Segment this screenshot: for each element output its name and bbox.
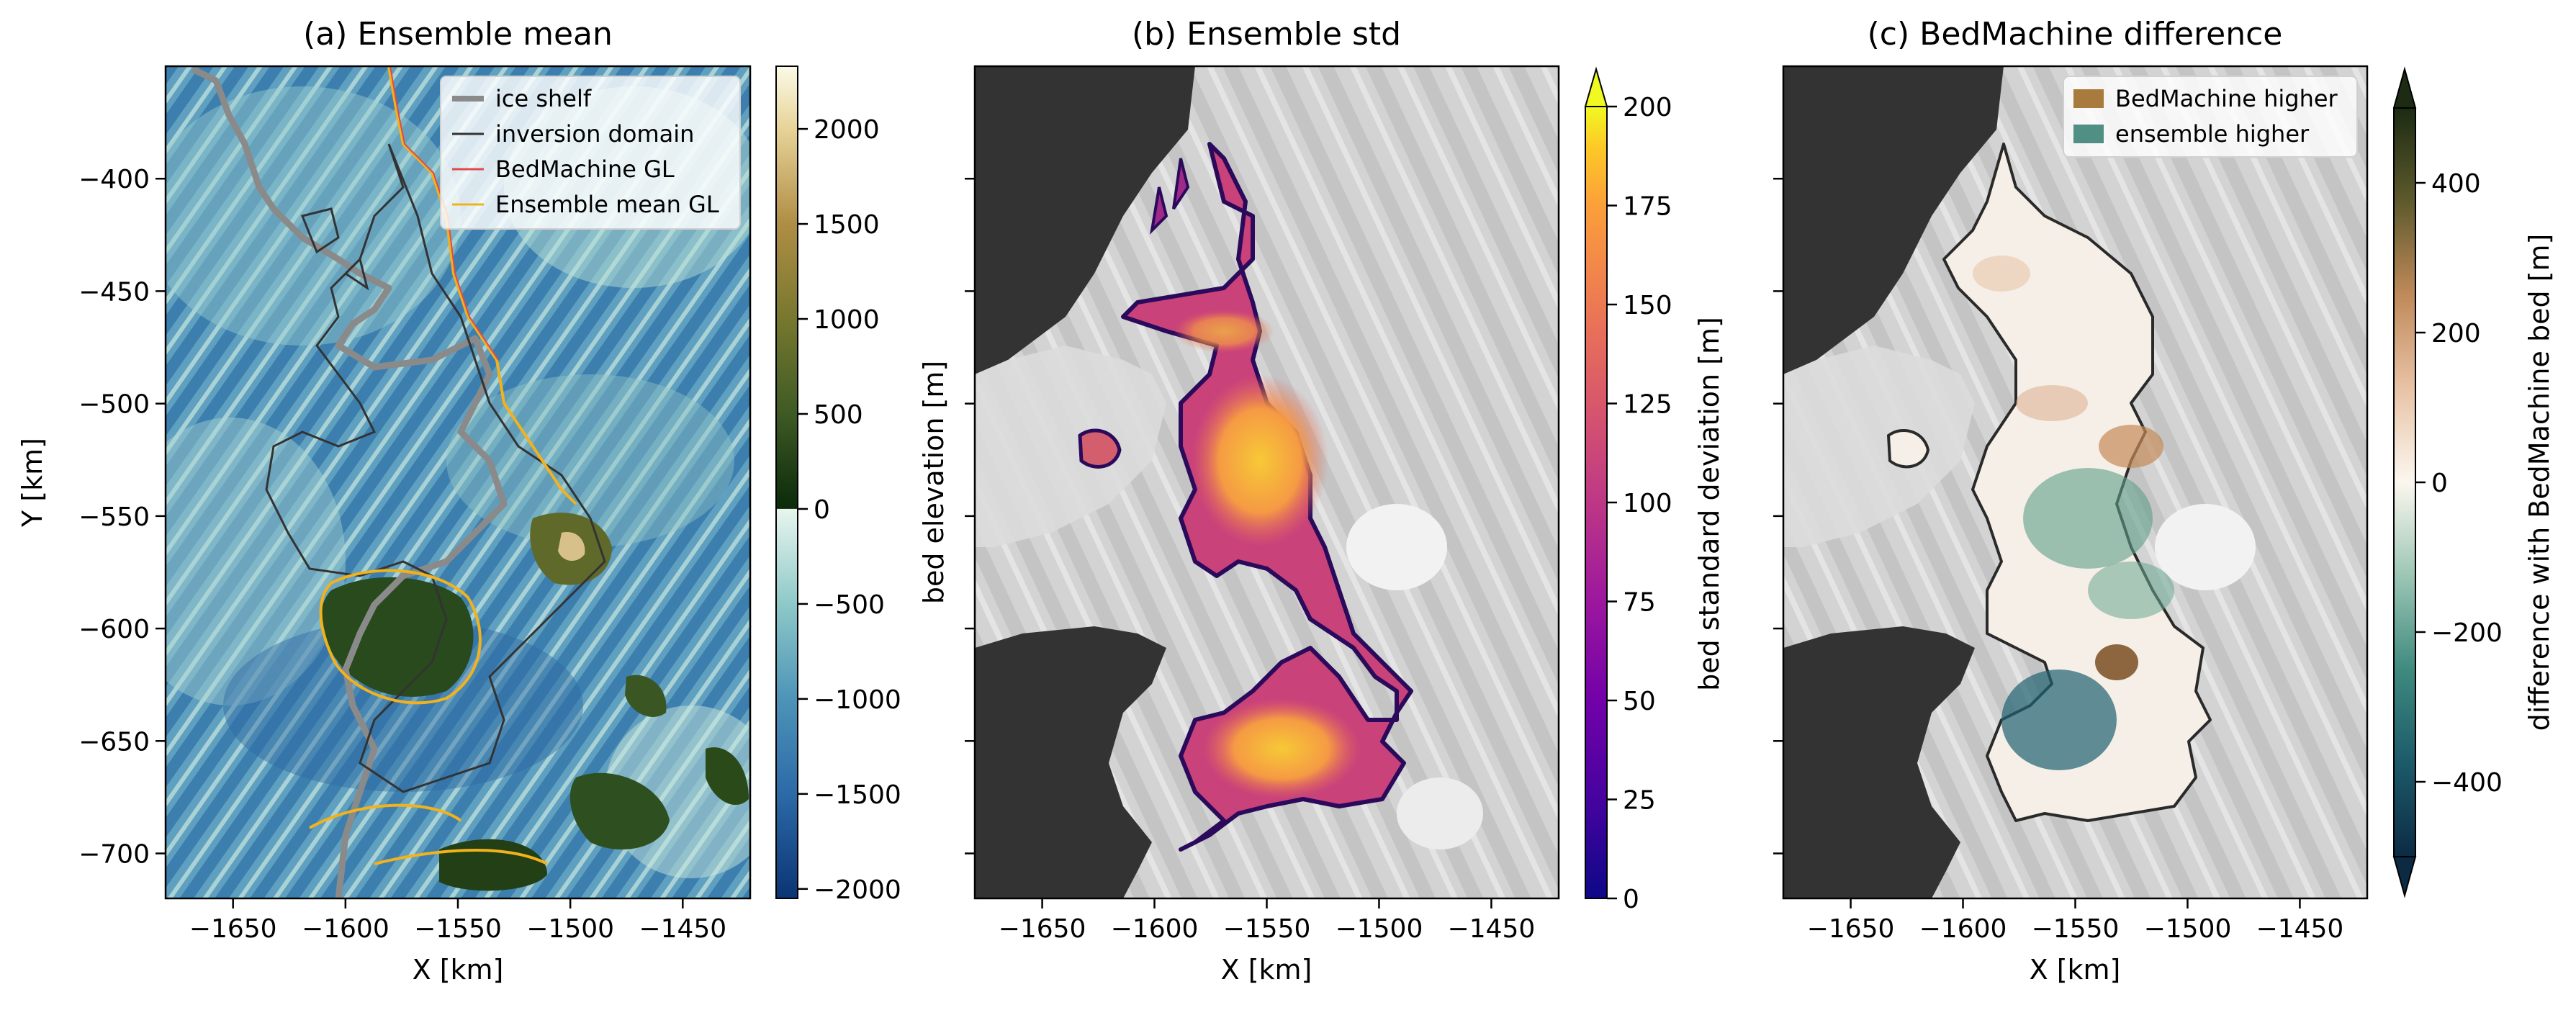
panel-2-xtick-label: −1500 — [2144, 914, 2232, 944]
legend-entry-bedmachine-higher: BedMachine higher — [2073, 85, 2338, 112]
panel-0-xtick-label: −1650 — [189, 914, 277, 944]
panel-c-axes: −1650 −1600 −1550 −1500 −1450 — [1773, 177, 2344, 944]
legend-entry-ensemble-mean-gl: Ensemble mean GL — [452, 191, 719, 218]
panel-0-xtick-label: −1550 — [414, 914, 502, 944]
panel-1-xtick-label: −1550 — [1223, 914, 1311, 944]
colorbar-1-tick-label: 175 — [1623, 192, 1672, 222]
legend-swatch-bedmachine-higher — [2073, 89, 2104, 108]
panel-0-xtick-label: −1600 — [302, 914, 389, 944]
colorbar-0-tick-label: 2000 — [814, 115, 880, 145]
panel-0-xtick-label: −1450 — [639, 914, 726, 944]
colorbar-c-gradient — [2393, 107, 2416, 857]
colorbar-1-tick-label: 75 — [1623, 588, 1656, 618]
panel-a-axes: −1650 −1600 −1550 −1500 −1450 −400 −450 −500 −55… — [78, 165, 726, 944]
legend-entry-ice-shelf: ice shelf — [452, 85, 592, 112]
colorbar-2-tick-label: −200 — [2431, 618, 2503, 648]
panel-0-ytick-label: −650 — [78, 727, 150, 757]
colorbar-b-extend-max — [1584, 66, 1608, 107]
colorbar-2-tick-label: 400 — [2431, 169, 2481, 199]
colorbar-b-gradient — [1585, 106, 1608, 899]
legend-entry-inversion-domain: inversion domain — [452, 120, 694, 148]
panel-1-xtick-label: −1500 — [1336, 914, 1423, 944]
panel-c-map — [1783, 66, 2367, 898]
ensemble-higher-region — [2023, 468, 2153, 569]
colorbar-c-extend-max — [2392, 66, 2417, 109]
colorbar-2-tick-label: −400 — [2431, 768, 2503, 798]
colorbar-c-label: difference with BedMachine bed [m] — [2523, 234, 2555, 731]
panel-a-title: (a) Ensemble mean — [303, 16, 613, 53]
legend-entry-ensemble-higher: ensemble higher — [2073, 120, 2310, 148]
colorbar-2-tick-label: 0 — [2431, 469, 2448, 498]
colorbar-0-tick-label: −1000 — [814, 685, 901, 715]
colorbar-1-tick-label: 125 — [1623, 390, 1672, 420]
panel-2-xtick-label: −1600 — [1919, 914, 2007, 944]
panel-2-xtick-label: −1650 — [1807, 914, 1895, 944]
panel-0-ytick-label: −500 — [78, 390, 150, 420]
panel-1-xtick-label: −1450 — [1448, 914, 1536, 944]
legend-label-bedmachine-higher: BedMachine higher — [2115, 85, 2338, 112]
colorbar-0-tick-label: −2000 — [814, 875, 901, 905]
panel-2-xtick-label: −1450 — [2256, 914, 2344, 944]
panel-0-xtick-label: −1500 — [526, 914, 614, 944]
legend-label-ice-shelf: ice shelf — [495, 85, 592, 112]
panel-a-legend: ice shelf inversion domain BedMachine GL… — [440, 76, 741, 230]
bedmachine-higher-region — [2099, 425, 2163, 468]
colorbar-a-label: bed elevation [m] — [918, 361, 950, 604]
colorbar-c-extend-min — [2392, 856, 2417, 898]
panel-0-ytick-label: −450 — [78, 277, 150, 307]
colorbar-b-label: bed standard deviation [m] — [1693, 317, 1725, 691]
panel-1-xtick-label: −1600 — [1111, 914, 1199, 944]
colorbar-0-tick-label: 500 — [814, 400, 863, 430]
colorbar-1-tick-label: 25 — [1623, 786, 1656, 816]
legend-label-ensemble-higher: ensemble higher — [2115, 120, 2310, 148]
ensemble-mean-gl-line — [309, 66, 577, 865]
legend-label-inversion-domain: inversion domain — [495, 120, 694, 148]
panel-b-map — [975, 66, 1559, 898]
legend-label-bedmachine-gl: BedMachine GL — [495, 155, 675, 183]
panel-c-legend: BedMachine higher ensemble higher — [2063, 76, 2358, 158]
panel-a-colorbar: 2000 1500 1000 500 0 −500 −1000 −1500 −2000 bed … — [775, 66, 950, 905]
legend-swatch-ensemble-higher — [2073, 125, 2104, 143]
panel-c-colorbar: 400 200 0 −200 −400 difference with BedMachi… — [2392, 66, 2555, 898]
ice-shelf-line — [191, 66, 508, 898]
panel-b-title: (b) Ensemble std — [1132, 16, 1401, 53]
colorbar-a-gradient — [775, 66, 798, 899]
legend-label-ensemble-mean-gl: Ensemble mean GL — [495, 191, 719, 218]
colorbar-1-tick-label: 100 — [1623, 489, 1672, 518]
colorbar-0-tick-label: 1500 — [814, 210, 880, 240]
panel-b-axes: −1650 −1600 −1550 −1500 −1450 — [965, 177, 1536, 944]
panel-c-title: (c) BedMachine difference — [1868, 16, 2283, 53]
panel-1-xtick-label: −1650 — [999, 914, 1086, 944]
colorbar-2-tick-label: 200 — [2431, 319, 2481, 348]
panel-b-xlabel: X [km] — [1221, 954, 1312, 986]
panel-0-ytick-label: −600 — [78, 615, 150, 644]
legend-entry-bedmachine-gl: BedMachine GL — [452, 155, 675, 183]
inversion-domain-line — [265, 143, 606, 793]
panel-0-ytick-label: −400 — [78, 165, 150, 194]
panel-0-ytick-label: −550 — [78, 502, 150, 532]
panel-0-ytick-label: −700 — [78, 840, 150, 870]
panel-b-colorbar: 200 175 150 125 100 75 50 25 0 bed standard devi… — [1584, 66, 1725, 914]
colorbar-0-tick-label: 1000 — [814, 305, 880, 335]
colorbar-1-tick-label: 0 — [1623, 885, 1639, 914]
panel-b: (b) Ensemble std −1650 −1600 −1550 −1500 −14… — [965, 16, 1725, 986]
colorbar-1-tick-label: 150 — [1623, 291, 1672, 320]
colorbar-1-tick-label: 200 — [1623, 93, 1672, 122]
colorbar-0-tick-label: −500 — [814, 590, 885, 620]
panel-a: (a) Ensemble mean −1 — [17, 16, 950, 986]
panel-c-xlabel: X [km] — [2030, 954, 2121, 986]
panel-a-xlabel: X [km] — [413, 954, 504, 986]
colorbar-0-tick-label: −1500 — [814, 780, 901, 810]
panel-2-xtick-label: −1550 — [2032, 914, 2120, 944]
panel-c: (c) BedMachine difference −1650 −1600 −155… — [1773, 16, 2555, 986]
colorbar-0-tick-label: 0 — [814, 495, 830, 525]
colorbar-1-tick-label: 50 — [1623, 687, 1656, 716]
ocean-region — [975, 66, 1195, 374]
grounded-bed-region — [321, 577, 474, 697]
panel-a-ylabel: Y [km] — [17, 438, 48, 528]
